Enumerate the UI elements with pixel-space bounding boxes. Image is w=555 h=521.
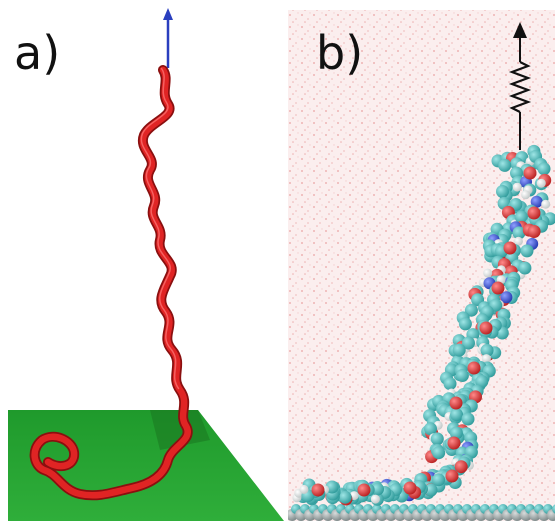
polymer-chain — [29, 65, 193, 501]
atom — [443, 377, 457, 391]
panel-b-graphic — [288, 0, 555, 521]
atom — [527, 206, 541, 220]
atom — [498, 158, 512, 172]
atom — [514, 210, 528, 224]
atom — [481, 354, 491, 364]
atom — [552, 504, 555, 514]
atom — [496, 185, 509, 198]
atom — [483, 268, 493, 278]
atom — [475, 375, 489, 388]
atom — [480, 343, 494, 357]
atom — [403, 481, 417, 495]
atom — [454, 460, 468, 474]
pull-arrow-icon — [163, 8, 173, 68]
atom — [370, 494, 380, 504]
atom — [449, 396, 463, 410]
atom — [338, 490, 352, 504]
atom — [523, 166, 537, 180]
atom — [530, 195, 543, 208]
atom — [450, 408, 464, 422]
atom — [500, 291, 513, 304]
atom — [464, 303, 478, 317]
pull-arrow-icon — [513, 22, 527, 38]
panel-a: a) — [8, 8, 284, 521]
atom — [447, 436, 461, 450]
atom — [461, 412, 475, 426]
atom — [547, 509, 555, 521]
atom — [491, 281, 505, 295]
panel-a-graphic — [8, 8, 284, 521]
atom — [462, 336, 475, 350]
atom — [432, 446, 446, 460]
atom — [357, 483, 371, 497]
atom — [479, 321, 493, 335]
atom — [467, 361, 481, 375]
atom — [455, 369, 469, 382]
atom — [445, 469, 459, 483]
atom — [432, 473, 446, 487]
panel-a-label: a) — [14, 26, 61, 80]
atom — [458, 317, 472, 331]
panel-b-label: b) — [316, 26, 364, 80]
panel-b: b) — [288, 0, 555, 521]
atom — [430, 432, 444, 446]
atom — [299, 484, 309, 494]
spring-icon — [508, 34, 532, 150]
atom — [521, 190, 531, 200]
atom — [512, 226, 526, 240]
surface-shadow — [150, 410, 210, 450]
atom — [520, 244, 534, 258]
atom — [536, 178, 546, 188]
atom — [518, 261, 532, 275]
atom — [527, 225, 541, 238]
atom — [513, 236, 523, 246]
atom — [311, 483, 325, 497]
atom — [512, 182, 522, 192]
atom — [424, 422, 437, 436]
atom — [424, 483, 438, 497]
molecule-atoms — [288, 144, 555, 521]
atom — [452, 343, 466, 357]
atom — [537, 162, 551, 176]
atom — [449, 426, 463, 440]
atom — [503, 241, 517, 255]
atom — [371, 482, 384, 496]
atom — [541, 199, 551, 209]
